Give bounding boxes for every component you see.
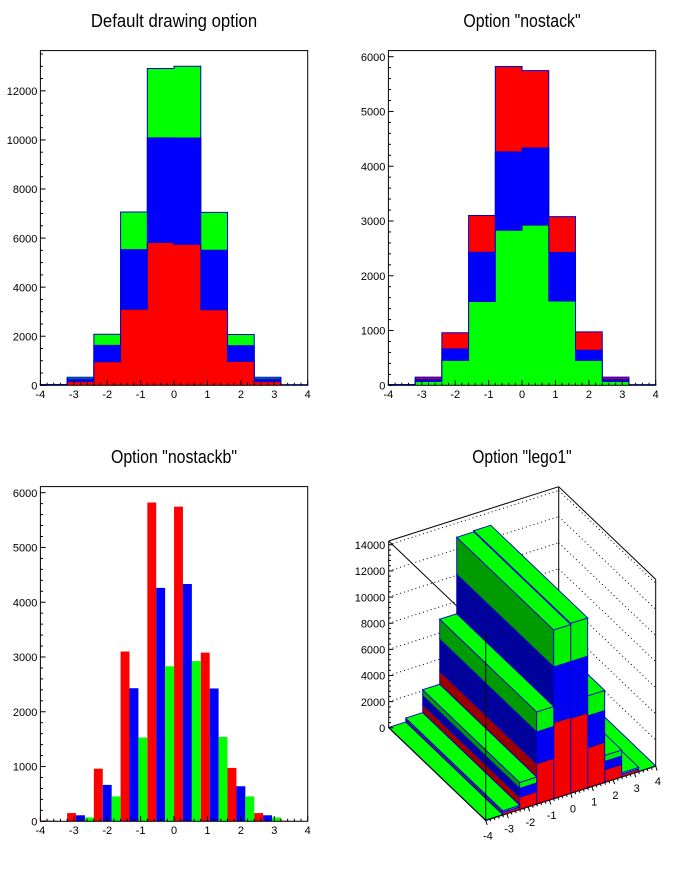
svg-text:2: 2 [238,389,244,401]
svg-text:-2: -2 [526,817,536,829]
svg-text:8000: 8000 [361,618,385,630]
svg-text:4: 4 [655,776,661,788]
svg-text:0: 0 [171,389,177,401]
svg-text:-3: -3 [69,389,79,401]
svg-text:3000: 3000 [13,652,37,664]
svg-text:1: 1 [591,797,597,809]
svg-text:-2: -2 [102,389,112,401]
svg-text:2000: 2000 [13,331,37,343]
svg-text:12000: 12000 [7,86,38,98]
svg-text:0: 0 [31,817,37,829]
svg-text:0: 0 [570,803,576,815]
svg-text:-1: -1 [136,825,146,837]
svg-text:1: 1 [204,825,210,837]
svg-text:2000: 2000 [361,697,385,709]
svg-text:8000: 8000 [13,184,37,196]
svg-text:Default drawing option: Default drawing option [91,11,257,31]
svg-text:4000: 4000 [13,282,37,294]
svg-text:0: 0 [171,825,177,837]
svg-text:1000: 1000 [361,326,385,338]
svg-text:1: 1 [552,389,558,401]
svg-text:14000: 14000 [355,540,386,552]
svg-text:-3: -3 [69,825,79,837]
svg-text:5000: 5000 [361,107,385,119]
svg-text:0: 0 [519,389,525,401]
svg-text:-4: -4 [483,831,493,843]
svg-text:4: 4 [305,389,311,401]
svg-text:-3: -3 [417,389,427,401]
svg-text:2000: 2000 [361,271,385,283]
svg-text:1: 1 [204,389,210,401]
svg-text:-1: -1 [136,389,146,401]
svg-text:6000: 6000 [13,233,37,245]
svg-text:12000: 12000 [355,566,386,578]
svg-text:Option "lego1": Option "lego1" [472,447,571,467]
svg-text:4000: 4000 [13,597,37,609]
svg-text:2000: 2000 [13,707,37,719]
svg-text:5000: 5000 [13,543,37,555]
svg-text:3: 3 [619,389,625,401]
svg-text:3000: 3000 [361,216,385,228]
svg-text:4000: 4000 [361,161,385,173]
svg-text:2: 2 [612,790,618,802]
svg-text:4: 4 [653,389,659,401]
svg-text:-4: -4 [384,389,394,401]
svg-text:6000: 6000 [361,52,385,64]
svg-text:-1: -1 [484,389,494,401]
svg-text:6000: 6000 [361,645,385,657]
svg-text:6000: 6000 [13,488,37,500]
svg-text:-4: -4 [36,389,46,401]
svg-text:10000: 10000 [355,592,386,604]
svg-text:-1: -1 [547,810,557,822]
svg-text:4000: 4000 [361,671,385,683]
svg-text:-4: -4 [36,825,46,837]
svg-text:0: 0 [31,381,37,393]
svg-text:4: 4 [305,825,311,837]
svg-text:-3: -3 [504,824,514,836]
svg-text:0: 0 [379,381,385,393]
svg-text:3: 3 [271,389,277,401]
svg-text:-2: -2 [450,389,460,401]
svg-text:10000: 10000 [7,135,38,147]
svg-text:Option "nostackb": Option "nostackb" [111,447,237,467]
svg-text:2: 2 [238,825,244,837]
svg-text:0: 0 [379,723,385,735]
svg-text:1000: 1000 [13,762,37,774]
svg-text:2: 2 [586,389,592,401]
svg-text:3: 3 [634,783,640,795]
svg-text:-2: -2 [102,825,112,837]
svg-text:3: 3 [271,825,277,837]
svg-text:Option "nostack": Option "nostack" [463,11,580,31]
